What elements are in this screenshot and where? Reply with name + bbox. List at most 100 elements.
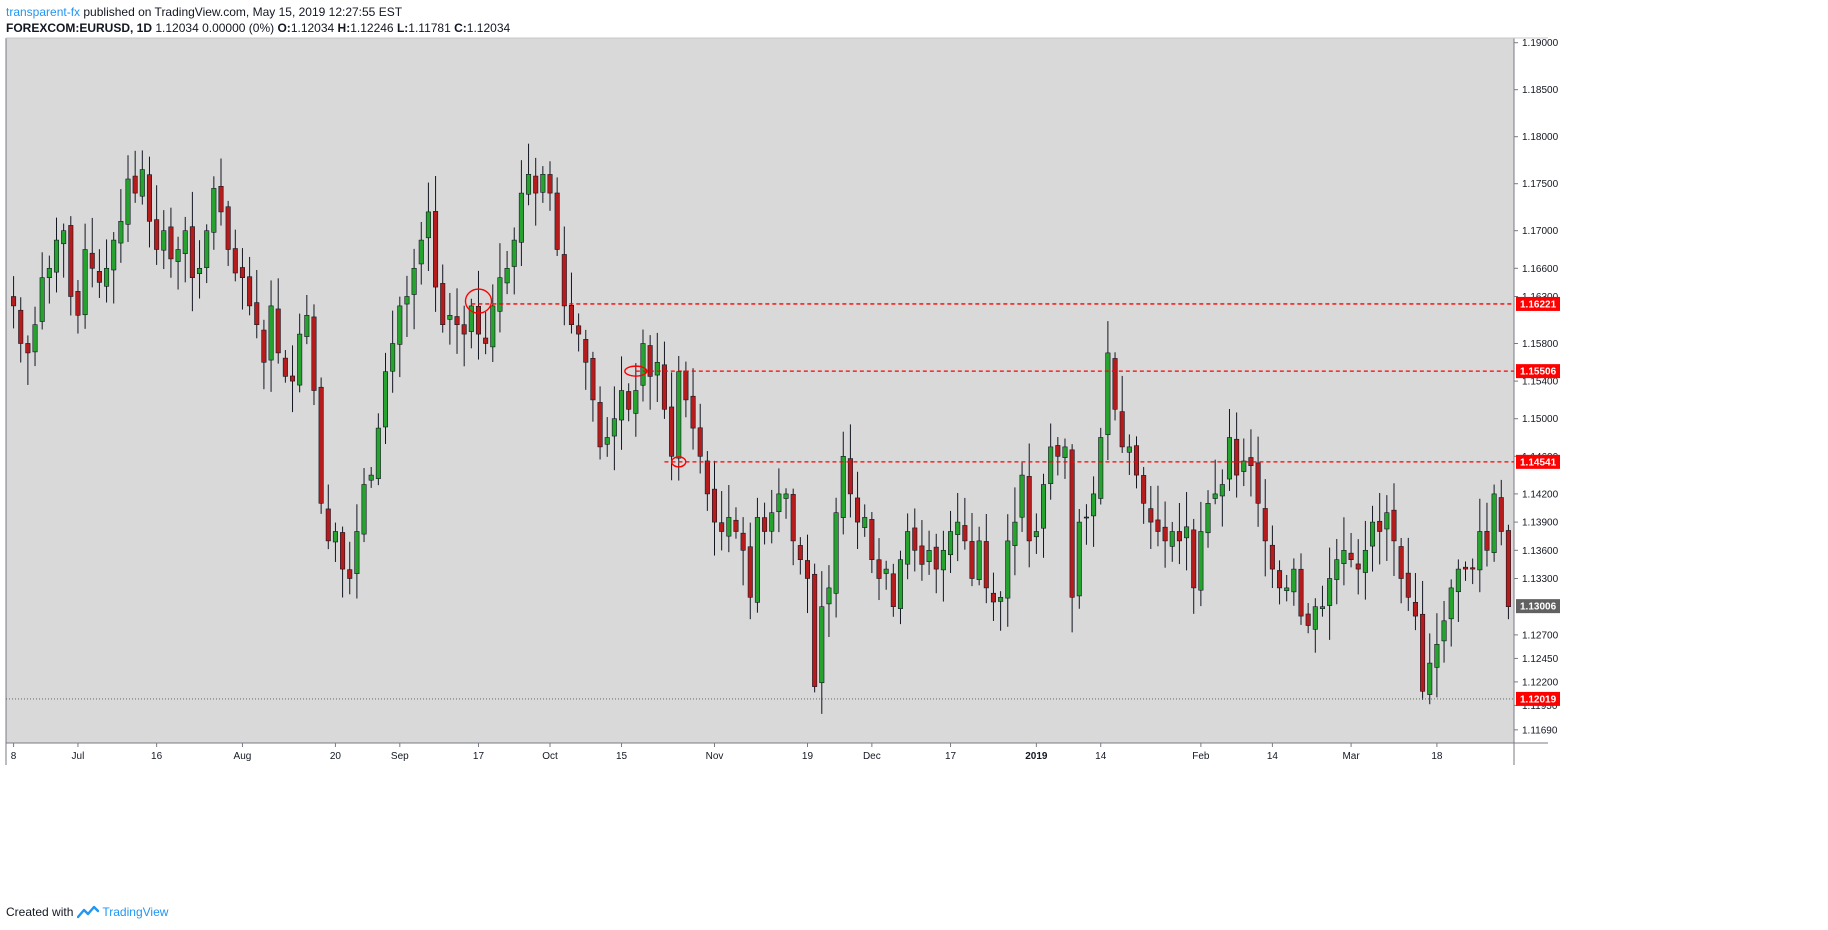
candle-up bbox=[32, 324, 38, 353]
candle-down bbox=[18, 309, 24, 344]
candle-down bbox=[1133, 445, 1140, 476]
candle-down bbox=[1148, 508, 1154, 523]
y-tick-label: 1.18000 bbox=[1522, 132, 1559, 143]
candle-up bbox=[1184, 526, 1190, 539]
candle-down bbox=[68, 225, 74, 297]
candle-up bbox=[897, 559, 903, 609]
candle-up bbox=[1062, 446, 1068, 458]
candle-down bbox=[1277, 570, 1283, 589]
candle-down bbox=[96, 271, 102, 283]
candle-up bbox=[61, 230, 67, 245]
candle-up bbox=[883, 568, 889, 574]
candle-up bbox=[1098, 437, 1104, 499]
tradingview-logo-icon bbox=[77, 905, 100, 919]
candle-up bbox=[940, 549, 946, 571]
y-tick-label: 1.15000 bbox=[1522, 414, 1559, 425]
candle-up bbox=[53, 239, 60, 273]
candle-down bbox=[1255, 462, 1261, 504]
candle-up bbox=[111, 239, 117, 271]
author-link[interactable]: transparent-fx bbox=[6, 5, 81, 19]
x-tick-label: Dec bbox=[863, 751, 881, 762]
candle-down bbox=[990, 592, 996, 603]
candle-up bbox=[1319, 606, 1325, 609]
last-price-label: 1.13006 bbox=[1520, 602, 1557, 613]
level-price-box bbox=[1516, 296, 1560, 311]
candle-up bbox=[368, 474, 374, 481]
candle-down bbox=[869, 519, 875, 561]
candle-down bbox=[189, 226, 195, 279]
x-tick-label: 18 bbox=[1431, 751, 1443, 762]
candle-up bbox=[397, 305, 403, 345]
candle-down bbox=[890, 573, 896, 607]
candle-down bbox=[1398, 546, 1404, 579]
candle-up bbox=[862, 517, 868, 528]
candle-down bbox=[318, 386, 324, 504]
candle-up bbox=[1441, 620, 1447, 642]
candle-up bbox=[361, 484, 367, 535]
tradingview-brand[interactable]: TradingView bbox=[102, 905, 169, 919]
candle-down bbox=[983, 541, 989, 589]
close-key: C: bbox=[454, 21, 467, 35]
candle-up bbox=[1041, 484, 1047, 529]
candle-up bbox=[418, 239, 424, 265]
candle-down bbox=[962, 525, 968, 542]
candle-up bbox=[948, 531, 954, 556]
x-tick-label: 19 bbox=[802, 751, 814, 762]
candle-down bbox=[218, 186, 224, 213]
candle-down bbox=[1026, 476, 1032, 542]
candle-down bbox=[225, 206, 231, 250]
candle-up bbox=[654, 361, 660, 376]
current-price-label: 1.12019 bbox=[1520, 694, 1557, 705]
candle-down bbox=[1262, 508, 1268, 542]
y-tick-label: 1.11950 bbox=[1522, 701, 1558, 712]
candle-up bbox=[125, 178, 131, 225]
candle-up bbox=[1427, 662, 1433, 695]
candle-down bbox=[89, 252, 95, 269]
candle-down bbox=[762, 517, 768, 532]
candle-up bbox=[726, 517, 732, 537]
candle-up bbox=[211, 188, 217, 233]
candle-down bbox=[590, 358, 596, 401]
candlestick-chart[interactable]: 1.19000 1.18500 1.18000 1.17500 1.17000 1.166… bbox=[0, 0, 1828, 895]
candle-down bbox=[797, 545, 803, 561]
candle-up bbox=[468, 305, 474, 332]
candle-up bbox=[1126, 446, 1132, 453]
candle-down bbox=[1141, 475, 1147, 504]
candle-down bbox=[690, 395, 696, 429]
candle-up bbox=[1205, 502, 1211, 534]
candle-down bbox=[561, 254, 567, 307]
candle-down bbox=[855, 497, 861, 523]
candle-up bbox=[1198, 531, 1204, 591]
x-tick-label: Nov bbox=[706, 751, 724, 762]
candle-up bbox=[1241, 460, 1247, 472]
candle-down bbox=[626, 391, 632, 410]
candle-down bbox=[1470, 567, 1476, 570]
candle-up bbox=[619, 390, 625, 421]
candle-down bbox=[933, 546, 939, 570]
candle-up bbox=[926, 549, 932, 562]
candle-down bbox=[597, 402, 603, 448]
candle-up bbox=[1291, 568, 1297, 593]
candle-down bbox=[1155, 519, 1161, 532]
candle-down bbox=[433, 211, 439, 288]
candle-down bbox=[568, 304, 574, 326]
open-key: O: bbox=[277, 21, 291, 35]
symbol-label: FOREXCOM:EURUSD, 1D bbox=[6, 21, 153, 35]
y-tick-label: 1.17500 bbox=[1522, 179, 1559, 190]
candle-up bbox=[754, 517, 760, 603]
candle-up bbox=[826, 587, 832, 605]
candle-up bbox=[1448, 587, 1454, 620]
candle-up bbox=[197, 267, 203, 274]
candle-up bbox=[1312, 606, 1318, 630]
last-price-box bbox=[1516, 599, 1560, 614]
candle-down bbox=[1412, 601, 1418, 617]
candle-down bbox=[1391, 509, 1397, 542]
candle-down bbox=[661, 364, 667, 410]
candle-up bbox=[304, 314, 310, 337]
candle-up bbox=[1105, 352, 1111, 436]
x-tick-label: Feb bbox=[1192, 751, 1210, 762]
symbol-header: FOREXCOM:EURUSD, 1D 1.12034 0.00000 (0%)… bbox=[6, 21, 510, 35]
x-tick-label: 14 bbox=[1267, 751, 1279, 762]
candle-up bbox=[204, 230, 210, 268]
x-tick-label: Aug bbox=[234, 751, 252, 762]
